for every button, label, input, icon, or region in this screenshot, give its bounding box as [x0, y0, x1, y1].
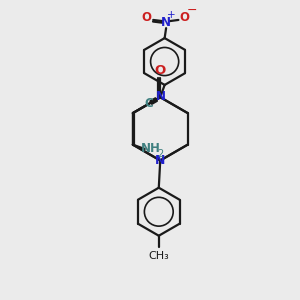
Text: NH: NH: [141, 142, 161, 155]
Text: N: N: [156, 91, 166, 103]
Text: 2: 2: [157, 149, 164, 159]
Text: CH₃: CH₃: [148, 251, 169, 261]
Text: −: −: [187, 4, 197, 17]
Text: O: O: [142, 11, 152, 23]
Text: +: +: [167, 10, 176, 20]
Text: O: O: [154, 64, 166, 77]
Text: C: C: [144, 98, 153, 110]
Text: O: O: [179, 11, 189, 23]
Text: N: N: [160, 16, 170, 29]
Text: N: N: [154, 154, 165, 167]
